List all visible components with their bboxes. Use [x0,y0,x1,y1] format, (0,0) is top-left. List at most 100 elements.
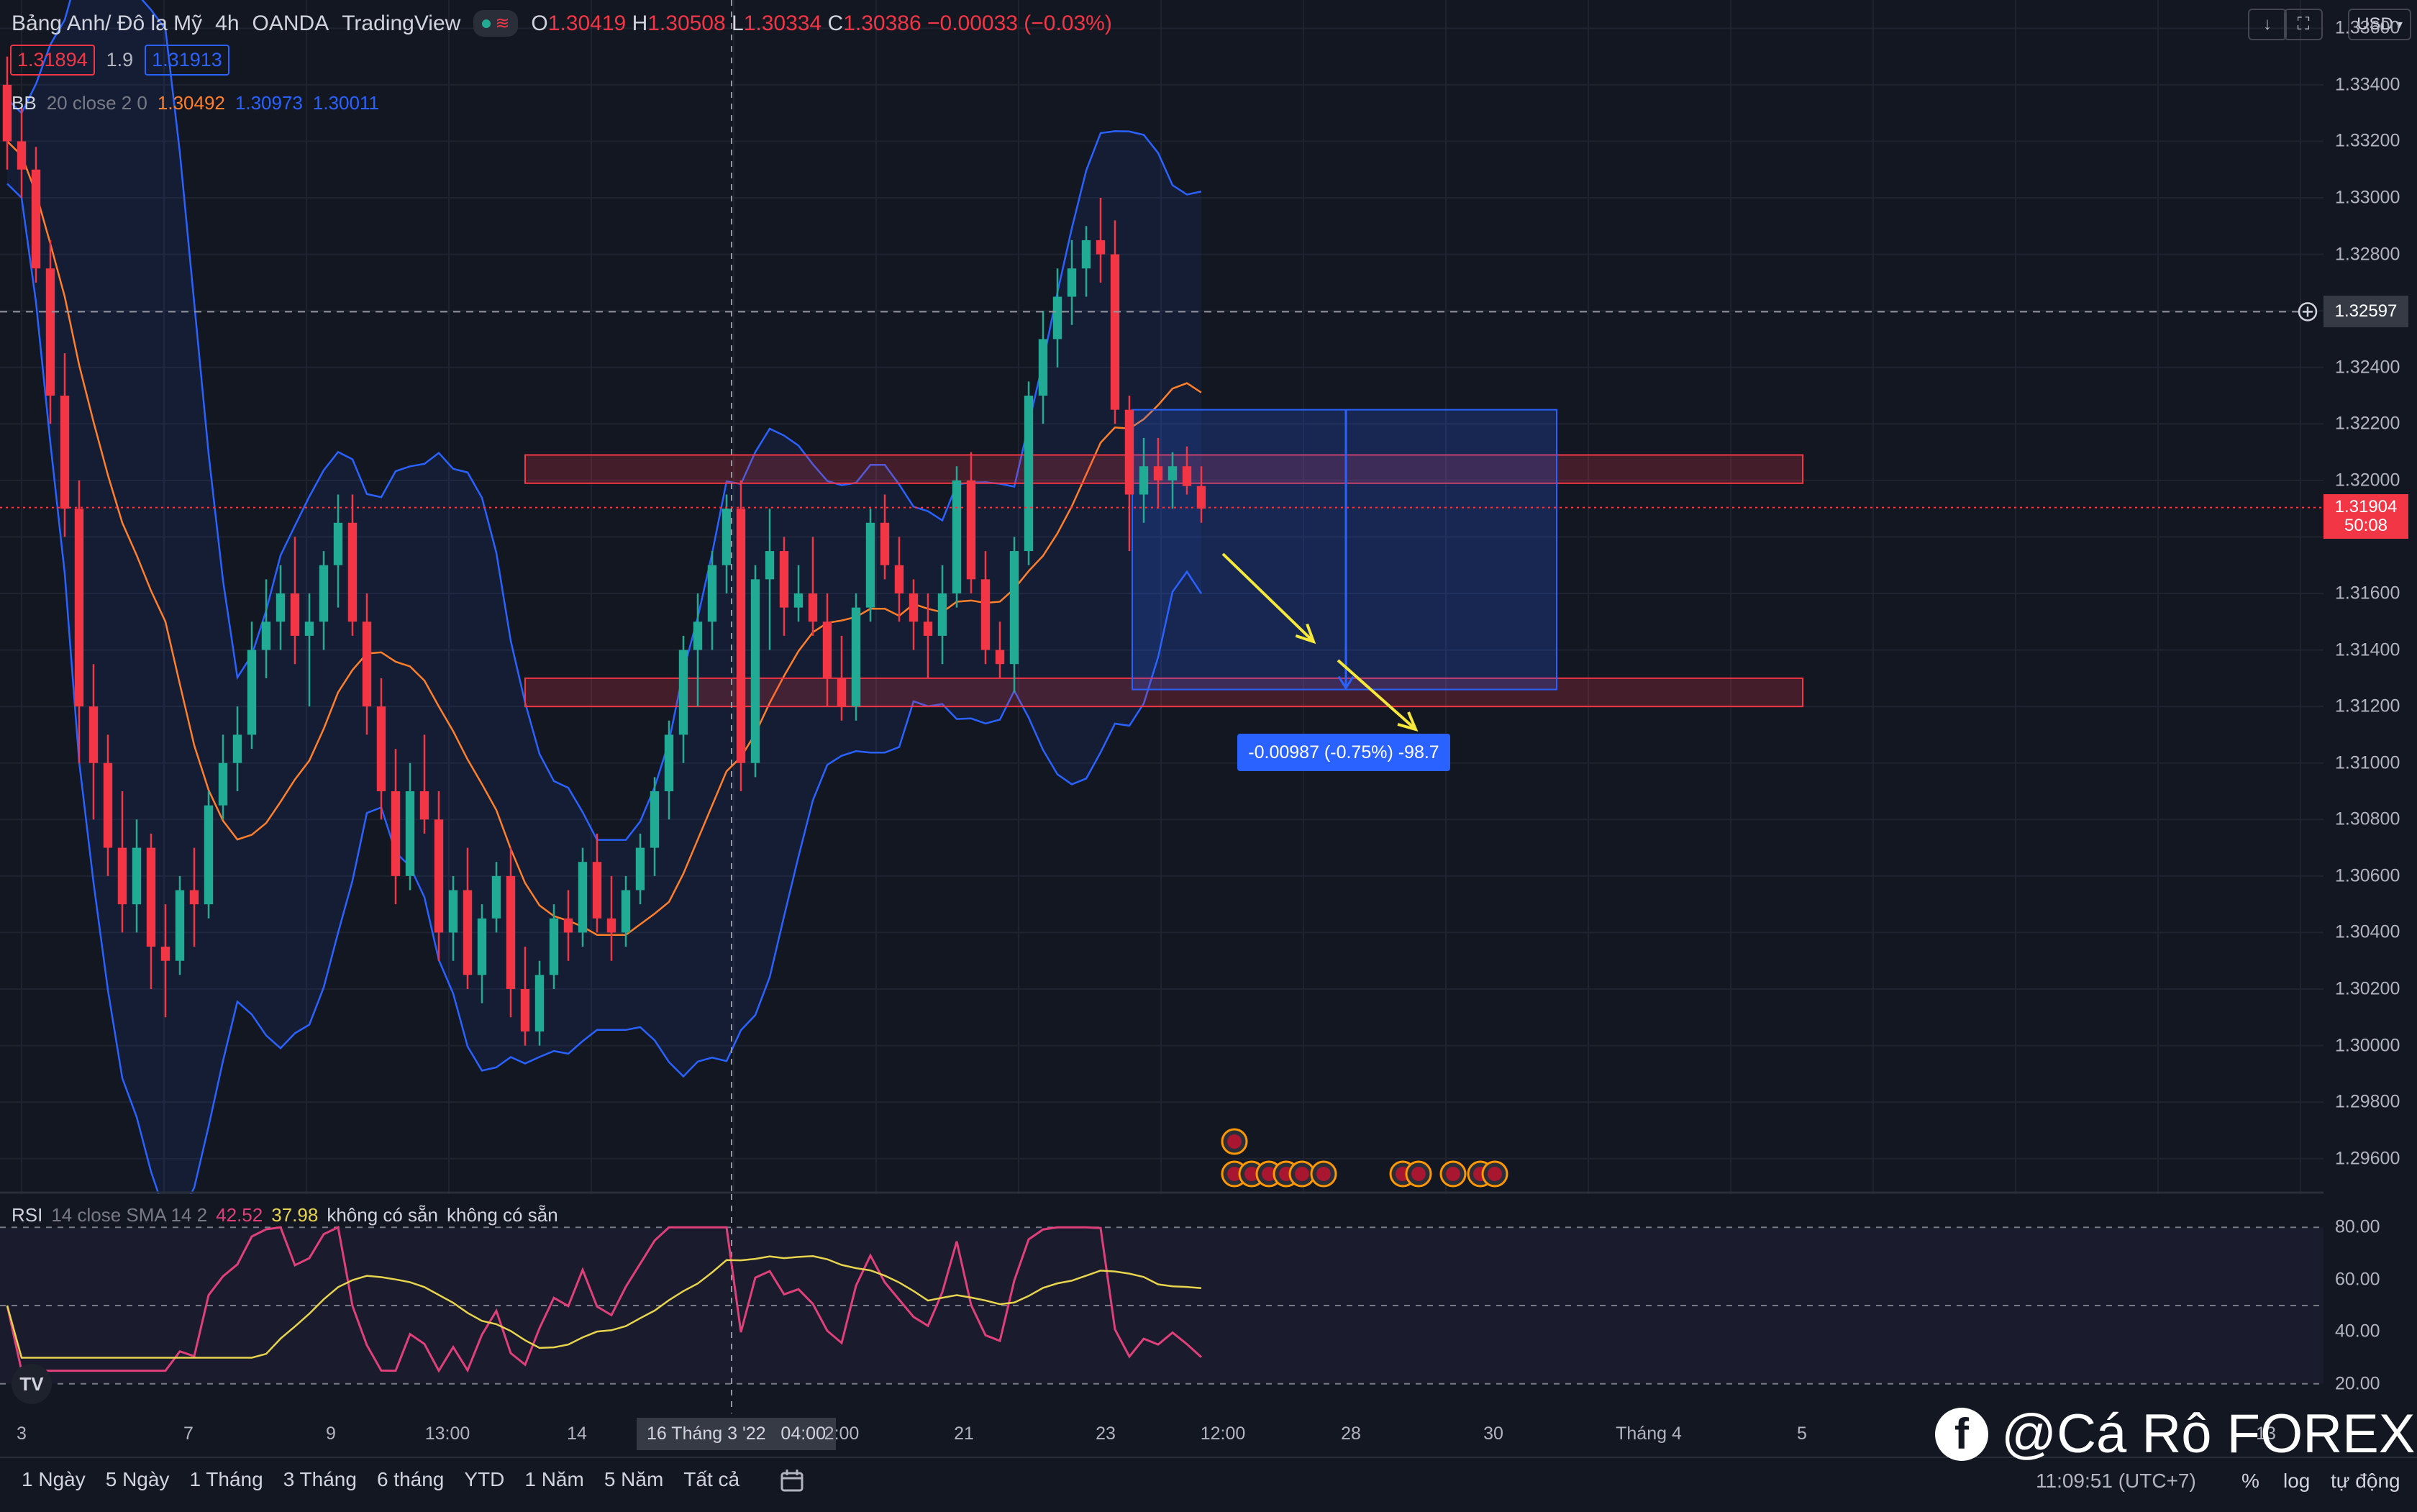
bb-basis-value: 1.30492 [157,92,225,114]
bb-legend[interactable]: BB 20 close 2 0 1.30492 1.30973 1.30011 [12,92,379,114]
flag-icon [1411,1167,1426,1181]
candle-body [664,734,674,791]
candle-body [491,875,501,919]
candle-body [506,875,516,989]
candle-body [290,593,300,636]
candle-body [1153,466,1163,481]
download-icon[interactable]: ↓ [2248,9,2287,40]
candle-body [520,989,530,1031]
range-button[interactable]: 3 Tháng [283,1468,357,1490]
symbol-interval[interactable]: 4h [215,11,240,35]
ohlc-values: O1.30419 H1.30508 L1.30334 C1.30386 −0.0… [531,11,1112,35]
candle-body [1009,551,1019,665]
last-price-value: 1.31904 [2334,496,2398,516]
candle-body [937,593,947,636]
candle-body [1182,466,1192,486]
candle-body [563,918,573,933]
range-button[interactable]: 1 Ngày [22,1468,86,1490]
range-button[interactable]: 1 Tháng [189,1468,263,1490]
plus-icon [2303,306,2313,317]
range-button[interactable]: 5 Ngày [105,1468,170,1490]
flag-icon [1227,1134,1242,1149]
spread-value: 1.9 [106,49,134,70]
price-axis-label: 1.29600 [2335,1148,2400,1169]
symbol-name[interactable]: Bảng Anh/ Đô la Mỹ [12,11,203,35]
price-axis-label: 1.33000 [2335,187,2400,208]
facebook-icon: f [1935,1407,1988,1461]
candle-body [276,593,286,622]
candle-body [909,593,919,622]
candle-body [793,593,804,608]
candle-body [693,621,703,650]
candle-body [865,522,875,608]
price-axis-label: 1.31200 [2335,696,2400,716]
range-button[interactable]: 5 Năm [604,1468,664,1490]
flag-icon [1244,1167,1259,1181]
percent-toggle[interactable]: % [2241,1470,2259,1492]
candle-body [952,480,962,593]
bottom-toolbar: 1 Ngày 5 Ngày 1 Tháng 3 Tháng 6 tháng YTD 1 Nă… [0,1457,2417,1512]
candle-body [592,862,602,919]
candle-body [1139,466,1149,495]
candle-body [621,890,631,933]
price-axis-label: 1.33600 [2335,17,2400,38]
candle-body [103,762,113,848]
arrow-head [1397,711,1419,732]
candle-body [635,847,645,891]
buy-price-button[interactable]: 1.31913 [145,45,229,76]
clock[interactable]: 11:09:51 (UTC+7) [2036,1470,2196,1492]
time-axis[interactable]: 16 Tháng 3 '22 04:00 3 7 9 13:00 14 2:00 21 23 1… [0,1413,2323,1457]
time-axis-label: 23 [1096,1424,1116,1444]
candle-body [463,890,473,975]
candle-body [1052,296,1062,340]
currency-selector[interactable]: USD ▾ [2348,9,2411,40]
candle-body [678,650,688,735]
rsi-pane[interactable] [0,1194,2323,1413]
price-axis-label: 1.31600 [2335,583,2400,604]
time-axis-label: 9 [326,1424,336,1444]
crosshair-price-label: 1.32597 [2323,296,2408,328]
date-range-icon[interactable] [778,1467,807,1495]
candle-body [1038,339,1048,396]
fullscreen-icon[interactable]: ⛶ [2284,9,2323,40]
trend-arrow [1337,659,1417,731]
price-axis[interactable]: USD ▾ 1.33600 1.33400 1.33200 1.33000 1.32800… [2323,0,2417,1413]
rsi-axis-label: 80.00 [2335,1216,2380,1237]
sell-price-button[interactable]: 1.31894 [10,45,95,76]
rsi-axis-label: 60.00 [2335,1269,2380,1290]
time-axis-label: 3 [17,1424,27,1444]
range-button[interactable]: Tất cả [683,1468,740,1490]
price-axis-label: 1.30000 [2335,1035,2400,1056]
candle-body [980,579,991,650]
range-button[interactable]: 1 Năm [524,1468,584,1490]
rsi-value: 42.52 [216,1204,263,1226]
bb-fill [7,0,1201,1194]
candle-body [808,593,818,622]
flag-icon [1316,1167,1331,1181]
auto-toggle[interactable]: tự động [2331,1470,2400,1492]
candle-body [247,650,257,735]
candle-body [1081,240,1091,269]
measure-label: -0.00987 (-0.75%) -98.7 [1237,734,1450,771]
range-button[interactable]: 6 tháng [376,1468,445,1490]
tradingview-logo-icon[interactable]: TV [12,1364,52,1404]
time-axis-label: 14 [567,1424,587,1444]
candle-body [31,169,41,269]
price-axis-label: 1.30200 [2335,978,2400,999]
candle-body [204,805,214,905]
time-axis-label: 21 [954,1424,974,1444]
candle-body [966,480,976,580]
last-price-label: 1.31904 50:08 [2323,493,2408,539]
candle-body [232,734,242,763]
rsi-legend[interactable]: RSI 14 close SMA 14 2 42.52 37.98 không … [12,1204,558,1226]
candle-body [405,791,415,876]
candle-body [376,706,386,791]
candle-body [319,565,329,622]
log-toggle[interactable]: log [2283,1470,2311,1492]
range-button[interactable]: YTD [464,1468,505,1490]
candle-body [837,678,847,707]
candle-body [175,890,185,961]
price-chart[interactable] [0,0,2323,1194]
market-status-indicator[interactable]: ≋ [473,10,519,37]
price-axis-label: 1.33400 [2335,74,2400,95]
